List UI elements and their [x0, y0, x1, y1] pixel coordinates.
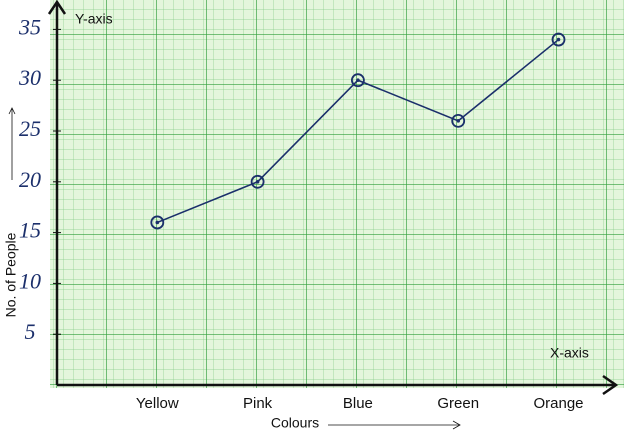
data-point-dot	[356, 78, 360, 82]
x-tick-label: Blue	[343, 395, 373, 412]
y-tick-label: 35	[18, 14, 41, 39]
y-tick-label: 10	[19, 268, 41, 293]
data-point	[451, 113, 466, 128]
x-axis-name: X-axis	[550, 345, 589, 361]
x-tick-label: Orange	[533, 395, 583, 412]
y-label-arrow-head	[8, 107, 16, 115]
x-tick-label: Green	[437, 395, 479, 412]
x-axis-label: Colours	[271, 415, 319, 431]
data-point-dot	[155, 220, 160, 225]
data-point-dot	[255, 180, 260, 184]
y-axis-arrow	[47, 0, 67, 15]
data-point	[350, 73, 365, 88]
bottom-margin	[0, 388, 624, 435]
graph-grid	[50, 0, 624, 388]
data-point	[551, 32, 566, 47]
data-point	[150, 215, 165, 230]
y-tick-label: 30	[18, 65, 41, 90]
data-point-dot	[456, 119, 461, 123]
data-point-dot	[556, 37, 561, 42]
x-tick-label: Pink	[243, 395, 273, 412]
y-tick-label: 15	[19, 218, 41, 243]
x-label-arrow-head	[452, 420, 461, 430]
y-tick-label: 5	[25, 319, 36, 344]
x-tick-label: Yellow	[136, 395, 179, 412]
y-tick-label: 25	[19, 116, 41, 141]
y-axis-name: Y-axis	[75, 11, 113, 27]
y-tick-label: 20	[19, 167, 41, 192]
x-axis-arrow	[602, 374, 619, 396]
data-point	[250, 174, 265, 189]
y-axis-label: No. of People	[3, 232, 19, 317]
